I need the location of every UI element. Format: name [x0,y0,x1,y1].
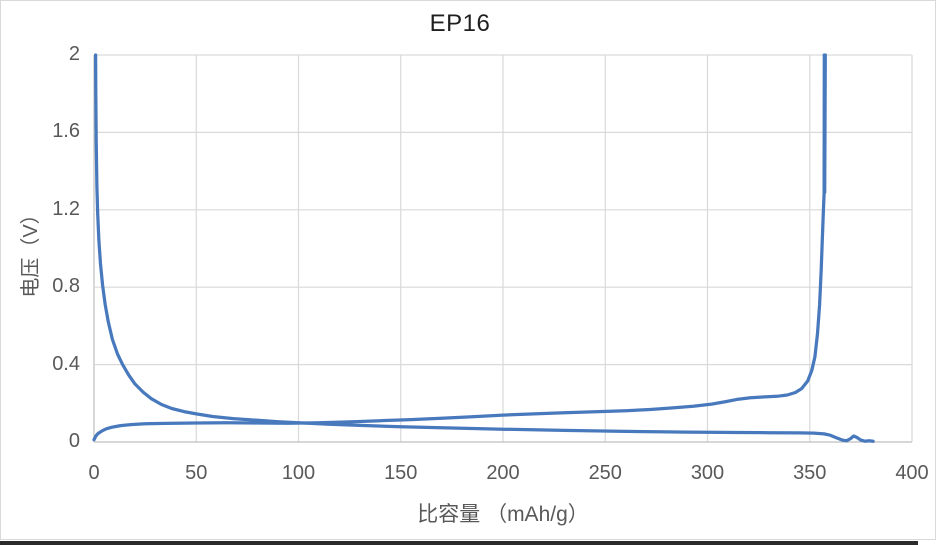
y-tick-label: 0.4 [52,352,80,375]
x-tick-label: 50 [185,462,208,484]
x-tick-label: 350 [793,462,827,484]
y-tick-label: 1.6 [52,120,80,143]
x-tick-label: 100 [281,462,316,484]
y-tick-label: 0.8 [52,275,80,298]
x-tick-label: 250 [588,462,622,484]
x-axis-title: 比容量 （mAh/g） [417,503,589,526]
y-tick-label: 1.2 [52,197,80,220]
charge-curve [92,53,827,442]
bottom-border-bar [0,541,918,545]
y-axis-title: 电压（V） [20,204,42,298]
y-tick-label: 0 [68,430,80,452]
x-tick-label: 200 [486,462,520,484]
x-tick-label: 400 [895,462,929,484]
y-tick-label: 2 [68,43,80,65]
x-tick-label: 300 [690,462,725,484]
x-tick-label: 150 [384,462,418,484]
discharge-curve [93,53,875,443]
chart-title: EP16 [429,10,491,37]
x-tick-label: 0 [88,462,100,484]
